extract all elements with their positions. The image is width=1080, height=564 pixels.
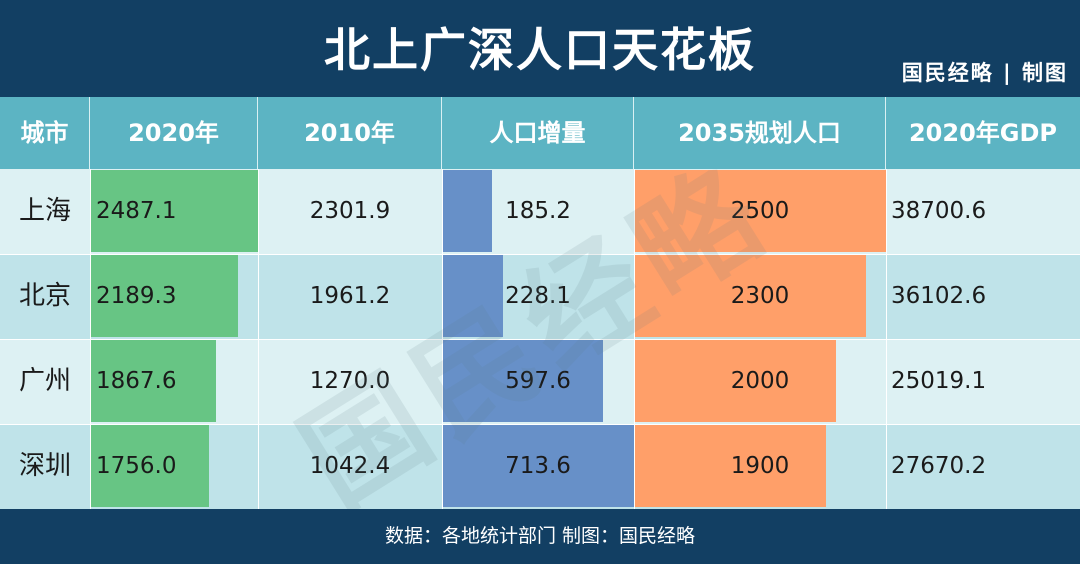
value-pop-2020: 2189.3 bbox=[96, 283, 177, 309]
value-pop-2010: 1961.2 bbox=[309, 283, 391, 309]
value-gdp-2020: 27670.2 bbox=[891, 453, 987, 479]
value-pop-2020: 2487.1 bbox=[96, 198, 177, 224]
column-divider bbox=[886, 169, 887, 509]
value-gdp-2020: 38700.6 bbox=[891, 198, 987, 224]
value-pop-2010: 2301.9 bbox=[309, 198, 391, 224]
column-header-row: 城市 2020年 2010年 人口增量 2035规划人口 2020年GDP bbox=[0, 97, 1080, 169]
value-plan-2035: 2300 bbox=[730, 283, 790, 309]
column-header-plan-2035: 2035规划人口 bbox=[634, 97, 886, 169]
chart-title: 北上广深人口天花板 bbox=[324, 23, 756, 77]
chart-credit: 国民经略 | 制图 bbox=[901, 61, 1068, 85]
value-increase: 713.6 bbox=[505, 453, 571, 479]
value-gdp-2020: 25019.1 bbox=[891, 368, 987, 394]
bar-plan-2035 bbox=[634, 425, 826, 507]
bar-increase bbox=[442, 340, 603, 422]
chart-header: 北上广深人口天花板 国民经略 | 制图 bbox=[0, 0, 1080, 97]
value-plan-2035: 2000 bbox=[730, 368, 790, 394]
bar-pop-2020 bbox=[90, 425, 209, 507]
column-divider bbox=[90, 169, 91, 509]
value-gdp-2020: 36102.6 bbox=[891, 283, 987, 309]
column-divider bbox=[258, 169, 259, 509]
row-divider bbox=[0, 424, 1080, 425]
city-label: 上海 bbox=[18, 196, 71, 226]
bar-increase bbox=[442, 170, 492, 252]
value-increase: 185.2 bbox=[505, 198, 571, 224]
city-label: 广州 bbox=[18, 366, 71, 396]
column-divider bbox=[442, 169, 443, 509]
row-divider bbox=[0, 339, 1080, 340]
value-plan-2035: 2500 bbox=[730, 198, 790, 224]
value-increase: 597.6 bbox=[505, 368, 571, 394]
column-header-city: 城市 bbox=[0, 97, 90, 169]
bar-pop-2020 bbox=[90, 255, 238, 337]
value-pop-2020: 1867.6 bbox=[96, 368, 177, 394]
bar-plan-2035 bbox=[634, 170, 886, 252]
value-increase: 228.1 bbox=[505, 283, 571, 309]
bar-plan-2035 bbox=[634, 255, 866, 337]
value-pop-2010: 1270.0 bbox=[309, 368, 391, 394]
city-label: 深圳 bbox=[18, 451, 71, 481]
city-label: 北京 bbox=[18, 281, 71, 311]
bar-plan-2035 bbox=[634, 340, 836, 422]
bar-pop-2020 bbox=[90, 170, 258, 252]
column-header-increase: 人口增量 bbox=[442, 97, 634, 169]
bar-increase bbox=[442, 255, 504, 337]
column-header-gdp: 2020年GDP bbox=[908, 119, 1057, 147]
value-pop-2010: 1042.4 bbox=[309, 453, 391, 479]
value-pop-2020: 1756.0 bbox=[96, 453, 177, 479]
bar-pop-2020 bbox=[90, 340, 217, 422]
row-divider bbox=[0, 254, 1080, 255]
column-header-2010: 2010年 bbox=[258, 97, 442, 169]
column-header-2020: 2020年 bbox=[90, 97, 258, 169]
chart-footer: 数据：各地统计部门 制图：国民经略 bbox=[0, 509, 1080, 564]
column-divider bbox=[634, 169, 635, 509]
value-plan-2035: 1900 bbox=[730, 453, 790, 479]
chart-source: 数据：各地统计部门 制图：国民经略 bbox=[384, 525, 696, 547]
bar-increase bbox=[442, 425, 634, 507]
